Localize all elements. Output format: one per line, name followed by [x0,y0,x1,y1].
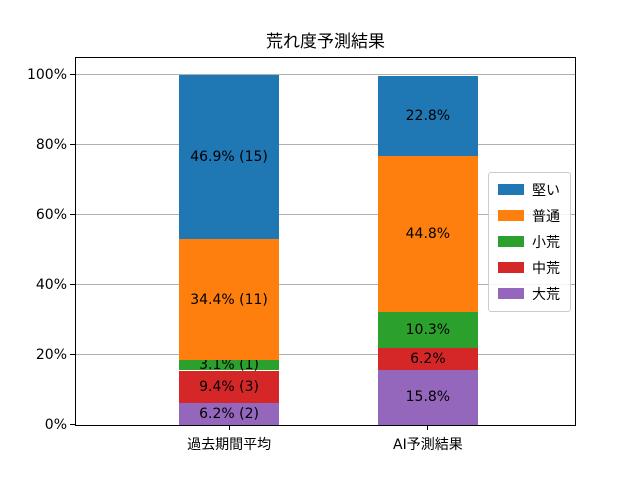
legend-item: 普通 [498,206,560,226]
legend-label: 堅い [532,182,560,199]
legend-label: 普通 [532,208,560,225]
gridline [76,354,575,356]
bar-segment-普通: 44.8% [378,155,478,313]
bar-segment-堅い: 46.9% (15) [179,75,279,240]
bar-segment-label: 46.9% (15) [190,149,268,166]
legend-swatch [498,236,524,247]
x-tick-label: AI予測結果 [393,437,463,453]
bars-layer: 6.2% (2) 9.4% (3) 3.1% (1) 34.4% (11) 46.9% … [76,58,575,425]
bar-segment-大荒: 15.8% [378,369,478,425]
legend-swatch [498,262,524,273]
x-axis: 過去期間平均 AI予測結果 [76,427,575,453]
bar-segment-label: 22.8% [405,107,451,124]
y-tick-mark [70,74,75,76]
legend-label: 大荒 [532,286,560,303]
x-tick-mark [228,425,230,430]
x-tick-label: 過去期間平均 [187,437,272,453]
bar-segment-普通: 34.4% (11) [179,239,279,360]
bar-segment-小荒: 3.1% (1) [179,357,279,374]
gridline [76,284,575,286]
bar-segment-label: 34.4% (11) [190,291,268,308]
bar-segment-label: 44.8% [405,225,451,242]
y-tick-mark [70,424,75,425]
y-tick-label: 0% [44,417,67,433]
bar-segment-中荒: 6.2% [378,348,478,370]
bar-segment-中荒: 9.4% (3) [179,370,279,404]
y-tick-mark [70,144,75,146]
bar-segment-堅い: 22.8% [378,75,478,156]
gridlines-layer [76,58,575,425]
y-tick-label: 40% [35,277,67,294]
y-tick-label: 60% [35,207,67,224]
bar-segment-label: 15.8% [405,389,451,406]
y-tick-label: 100% [26,67,67,84]
legend-item: 堅い [498,180,560,200]
y-tick-mark [70,214,75,216]
x-tick-mark [427,425,429,430]
legend-item: 大荒 [498,284,560,304]
plot-area: 6.2% (2) 9.4% (3) 3.1% (1) 34.4% (11) 46.9% … [70,57,576,430]
bar-segment-label: 10.3% [405,322,451,339]
y-tick-label: 80% [35,137,67,154]
y-tick-mark [70,284,75,286]
bar-segment-label: 6.2% (2) [199,406,259,423]
bar-segment-label: 3.1% (1) [199,357,259,374]
legend-swatch [498,184,524,195]
legend: 堅い普通小荒中荒大荒 [488,171,571,312]
legend-item: 中荒 [498,258,560,278]
bar-segment-label: 9.4% (3) [199,378,259,395]
legend-label: 小荒 [532,234,560,251]
legend-swatch [498,210,524,221]
legend-label: 中荒 [532,260,560,277]
gridline [76,74,575,76]
chart-title: 荒れ度予測結果 [266,32,385,52]
bar-segment-小荒: 10.3% [378,312,478,349]
legend-item: 小荒 [498,232,560,252]
gridline [76,214,575,216]
bar-segment-大荒: 6.2% (2) [179,403,279,425]
bar-segment-label: 6.2% [410,350,446,367]
y-tick-label: 20% [35,347,67,364]
gridline [76,144,575,146]
y-tick-mark [70,354,75,356]
y-axis: 0% 20% 40% 60% 80% 100% [0,58,67,432]
legend-swatch [498,288,524,299]
